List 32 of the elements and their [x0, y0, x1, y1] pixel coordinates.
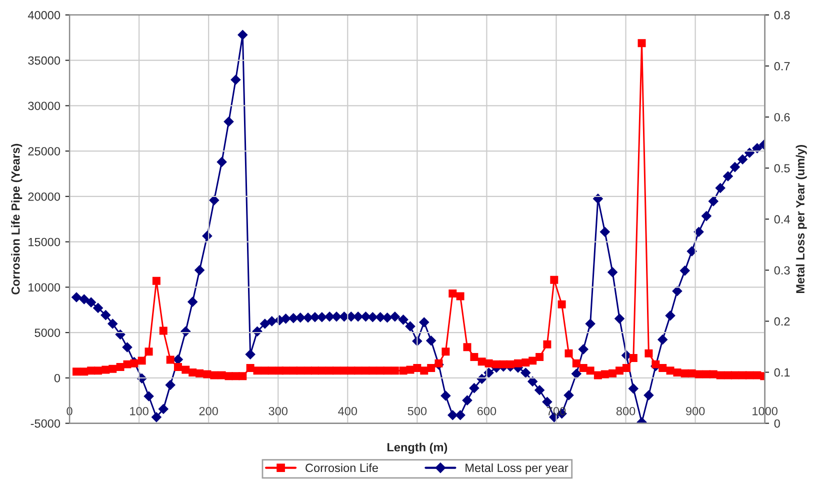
y2-tick-label: 0.3 — [774, 266, 790, 275]
y-tick-label: 5000 — [34, 328, 60, 337]
y2-tick-label: 0.5 — [774, 164, 790, 172]
y-tick-label: 20000 — [28, 192, 60, 201]
y2-tick-label: 0.4 — [774, 215, 790, 224]
x-axis-title: Length (m) — [387, 442, 448, 454]
y-tick-label: 40000 — [28, 10, 60, 20]
y-axis-title: Corrosion Life Pipe (Years) — [11, 144, 22, 294]
x-tick-label: 900 — [686, 406, 705, 416]
legend-label: Metal Loss per year — [466, 463, 568, 474]
y-tick-label: 0 — [54, 374, 60, 382]
y-tick-label: 10000 — [28, 283, 60, 292]
y-tick-label: 35000 — [28, 56, 60, 65]
x-tick-label: 600 — [477, 406, 496, 416]
y2-axis-title: Metal Loss per Year (um/y) — [796, 145, 807, 294]
y2-tick-label: 0.8 — [774, 10, 790, 20]
x-tick-label: 500 — [408, 406, 427, 416]
y2-tick-label: 0.7 — [774, 62, 790, 70]
x-tick-label: 200 — [199, 406, 218, 416]
y-tick-label: -5000 — [30, 419, 60, 428]
x-tick-label: 400 — [338, 406, 358, 416]
y2-tick-label: 0.6 — [774, 113, 790, 122]
legend-label: Corrosion Life — [306, 463, 378, 472]
y-tick-label: 25000 — [28, 147, 60, 156]
x-tick-label: 100 — [130, 406, 148, 416]
x-tick-label: 300 — [268, 406, 288, 416]
y-tick-label: 15000 — [28, 238, 60, 246]
y2-tick-label: 0.2 — [774, 317, 790, 326]
y2-tick-label: 0 — [774, 419, 780, 428]
y-tick-label: 30000 — [28, 102, 60, 110]
y2-tick-label: 0.1 — [774, 368, 790, 377]
x-tick-label: 800 — [616, 406, 636, 416]
